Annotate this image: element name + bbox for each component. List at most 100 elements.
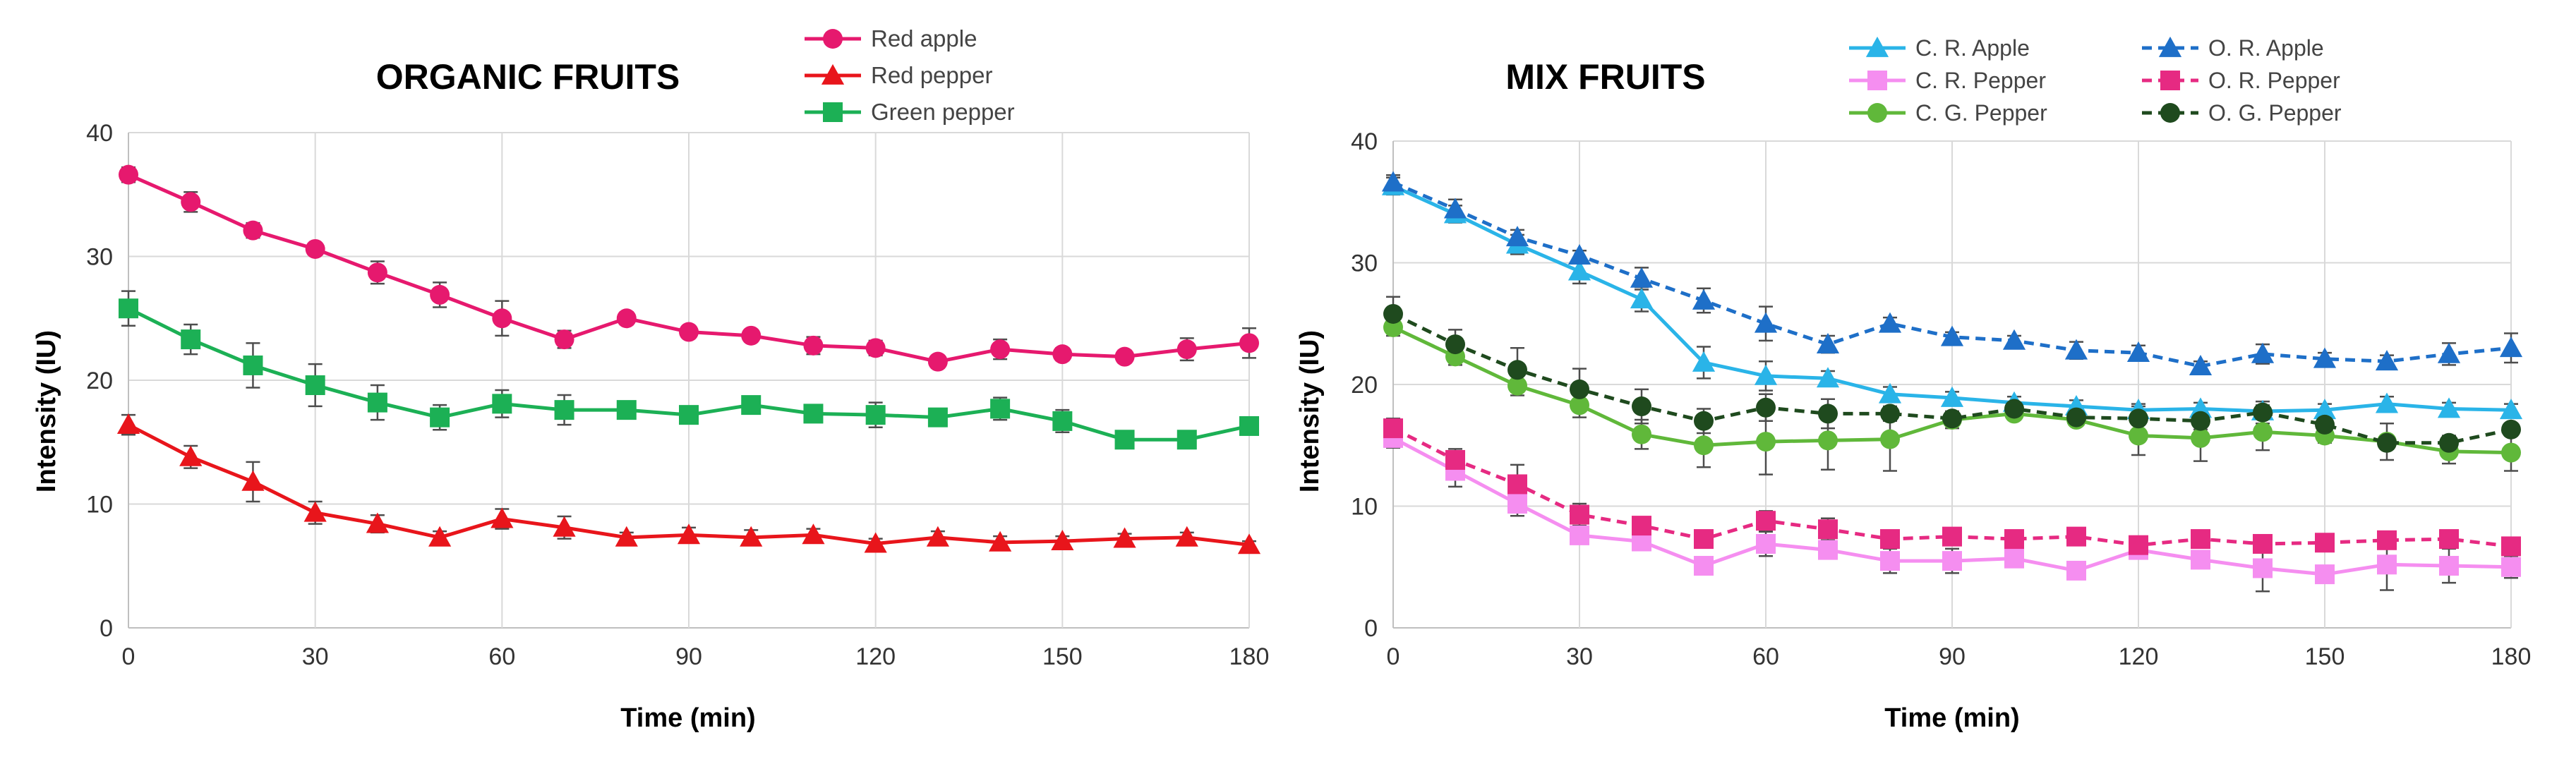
data-point (1816, 332, 1840, 353)
data-point (305, 375, 325, 396)
data-point (181, 329, 201, 350)
y-axis-label: Intensity (IU) (32, 330, 61, 492)
data-point (865, 405, 886, 425)
data-point (2126, 341, 2150, 363)
chart-title: MIX FRUITS (1505, 57, 1705, 97)
data-point (1692, 289, 1716, 310)
axes-mix-fruits: 0 10 20 30 40 0 30 60 90 120 150 180 (1351, 128, 2531, 670)
x-tick-label: 30 (302, 643, 329, 670)
legend-label: C. R. Apple (1915, 35, 2030, 61)
data-point (1443, 198, 1467, 219)
data-point (989, 530, 1012, 552)
legend-mix-fruits: C. R. Apple C. R. Pepper C. G. Pepper O. R.… (1849, 35, 2342, 126)
data-point (2377, 432, 2397, 453)
data-point (2315, 564, 2335, 585)
legend-entry: Red apple (805, 25, 977, 51)
data-point (927, 407, 948, 428)
legend-entry: C. R. Apple (1849, 35, 2030, 61)
data-point (553, 516, 576, 537)
data-point (367, 392, 387, 413)
data-point (243, 355, 263, 375)
data-point (1756, 511, 1776, 531)
data-point (1816, 367, 1840, 388)
legend-label: O. G. Pepper (2208, 100, 2342, 126)
data-point (1052, 344, 1073, 365)
data-point (926, 526, 949, 547)
legend-entry: C. G. Pepper (1849, 100, 2047, 126)
legend-marker (2160, 71, 2180, 90)
data-point (2375, 392, 2399, 413)
data-point (2253, 533, 2273, 554)
data-point (1567, 244, 1591, 265)
legend-marker (1867, 71, 1887, 90)
legend-entry: C. R. Pepper (1849, 68, 2046, 93)
data-point (490, 507, 514, 528)
data-point (430, 407, 450, 428)
data-point (679, 322, 699, 342)
y-tick-label: 30 (86, 244, 113, 271)
data-point (1239, 333, 1259, 353)
data-point (1818, 430, 1838, 451)
data-point (2501, 419, 2521, 439)
data-point (1114, 430, 1135, 450)
data-point (1942, 551, 1962, 571)
data-point (1445, 334, 1465, 355)
data-point (677, 523, 701, 545)
data-point (803, 335, 824, 356)
legend-label: Red pepper (871, 62, 992, 88)
data-point (181, 192, 201, 212)
data-point (1570, 525, 1589, 545)
data-point (1754, 364, 1778, 385)
chart-organic-fruits: 0 10 20 30 40 0 30 60 90 120 150 180 ORGANIC FRUITS… (32, 25, 1269, 733)
data-point (1880, 529, 1900, 550)
data-point (2313, 347, 2337, 368)
data-point (1507, 375, 1527, 396)
data-point (1940, 386, 1964, 407)
data-point (492, 308, 512, 329)
data-point (1176, 430, 1197, 450)
data-point (1694, 411, 1714, 431)
data-point (428, 526, 452, 547)
legend-marker (821, 63, 845, 85)
y-tick-label: 40 (1351, 128, 1378, 155)
data-point (2437, 342, 2461, 363)
data-point (554, 400, 574, 420)
data-point (1570, 395, 1589, 416)
data-point (2439, 432, 2459, 453)
data-point (1694, 529, 1714, 550)
data-point (243, 220, 263, 241)
legend-label: O. R. Pepper (2208, 68, 2340, 93)
data-point (1756, 397, 1776, 418)
legend-entry: Red pepper (805, 62, 992, 88)
data-point (2439, 529, 2459, 550)
data-point (241, 470, 265, 491)
y-tick-label: 10 (1351, 494, 1378, 521)
data-point (2004, 399, 2024, 419)
series-mix-fruits (1381, 171, 2523, 585)
x-tick-label: 30 (1566, 643, 1593, 670)
data-point (1630, 267, 1654, 288)
legend-entry: O. R. Pepper (2142, 68, 2340, 93)
data-point (116, 413, 140, 435)
data-point (679, 405, 699, 425)
data-point (1507, 474, 1527, 495)
data-point (1507, 360, 1527, 380)
data-point (1754, 312, 1778, 333)
data-point (2066, 560, 2086, 581)
data-point (367, 262, 387, 283)
x-tick-label: 120 (855, 643, 896, 670)
data-point (2377, 530, 2397, 550)
data-point (1818, 404, 1838, 424)
data-point (1756, 432, 1776, 452)
x-tick-label: 60 (1752, 643, 1779, 670)
data-point (1383, 303, 1403, 324)
data-point (1630, 288, 1654, 309)
data-point (803, 404, 824, 424)
data-point (2439, 556, 2459, 576)
data-point (1942, 526, 1962, 547)
legend-label: C. R. Pepper (1915, 68, 2046, 93)
data-point (1570, 504, 1589, 525)
x-tick-label: 150 (2305, 643, 2345, 670)
x-tick-label: 0 (122, 643, 136, 670)
